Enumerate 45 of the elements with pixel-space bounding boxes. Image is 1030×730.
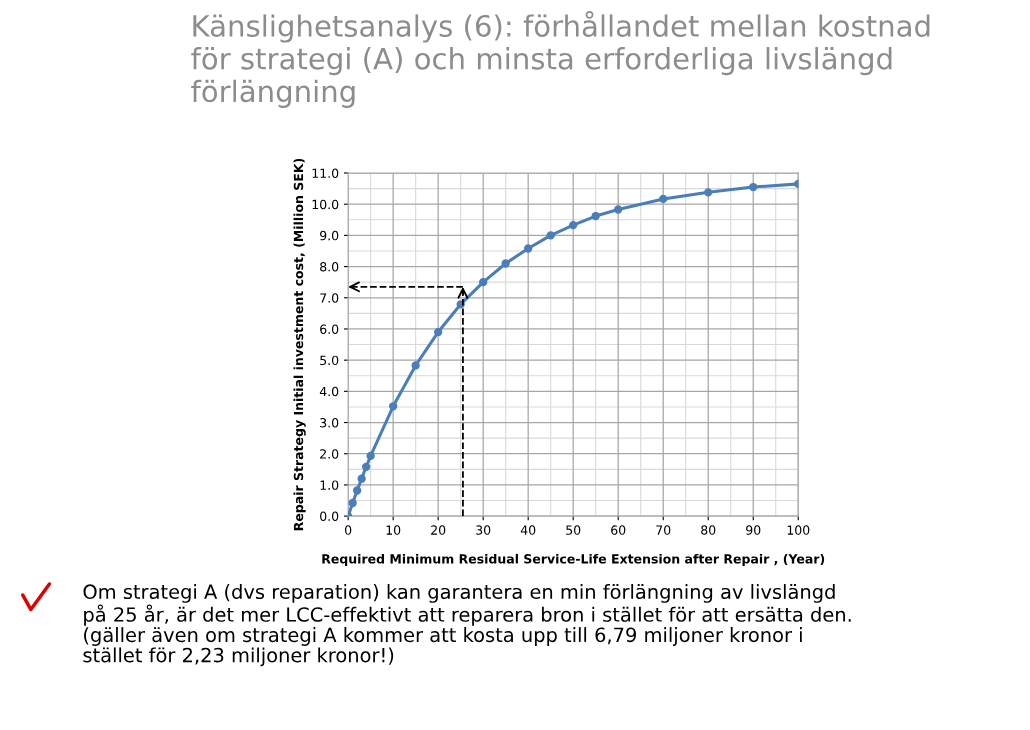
point bbox=[569, 220, 578, 230]
y-tick-label: 10.0 bbox=[312, 199, 339, 210]
point bbox=[366, 451, 375, 461]
point bbox=[348, 498, 357, 508]
x-tick-label: 40 bbox=[520, 525, 536, 535]
chart-title: Känslighetsanalys (6): förhållandet mellan kostnad för strategi (A) och minsta erforderliga livslängd förlängning bbox=[191, 10, 930, 108]
point bbox=[357, 474, 366, 483]
y-tick-label: 11.0 bbox=[312, 168, 339, 178]
point bbox=[614, 205, 623, 214]
point bbox=[411, 361, 420, 370]
y-tick-label: 9.0 bbox=[320, 230, 339, 241]
point bbox=[501, 259, 510, 268]
y-tick-label: 6.0 bbox=[320, 324, 339, 334]
point bbox=[361, 462, 371, 471]
x-tick-label: 10 bbox=[386, 525, 401, 535]
x-tick-label: 100 bbox=[787, 525, 810, 535]
point bbox=[388, 402, 398, 411]
y-tick-label: 7.0 bbox=[320, 293, 339, 303]
x-tick-label: 80 bbox=[701, 525, 716, 535]
y-tick-label: 5.0 bbox=[320, 355, 339, 366]
y-tick-label: 2.0 bbox=[320, 449, 339, 459]
point bbox=[352, 486, 362, 495]
y-tick-label: 0.0 bbox=[320, 511, 339, 522]
y-tick-label: 1.0 bbox=[320, 480, 339, 490]
text: Om strategi A (dvs reparation) kan garantera en min förlängning av livslängd på 25 år, är det mer LCC-effektivt att reparera bron i stället för att ersätta den. (gäller även om strategi A kommer att kosta upp till 6,79 miljoner kronor i stället för 2,23 miljoner kronor!) bbox=[83, 584, 851, 667]
y-tick-label: 3.0 bbox=[320, 418, 339, 428]
x-tick-label: 0 bbox=[344, 525, 352, 535]
x-axis-title: Required Minimum Residual Service-Life Extension after Repair , (Year) bbox=[322, 553, 825, 566]
x-tick-label: 20 bbox=[431, 525, 446, 535]
x-tick-label: 90 bbox=[746, 525, 761, 535]
point bbox=[524, 244, 533, 253]
point bbox=[479, 278, 488, 287]
point bbox=[546, 231, 555, 240]
y-tick-label: 8.0 bbox=[320, 262, 339, 272]
point bbox=[591, 211, 600, 221]
y-tick-label: 4.0 bbox=[319, 386, 339, 397]
point bbox=[659, 194, 668, 204]
point bbox=[704, 188, 713, 197]
point bbox=[749, 182, 758, 192]
x-tick-label: 30 bbox=[476, 525, 491, 535]
x-tick-label: 60 bbox=[611, 525, 626, 535]
y-axis-title: Repair Strategy Initial investment cost, (Million SEK) bbox=[293, 158, 306, 531]
x-tick-label: 70 bbox=[656, 525, 671, 535]
point bbox=[433, 327, 443, 337]
x-tick-label: 50 bbox=[566, 525, 581, 535]
